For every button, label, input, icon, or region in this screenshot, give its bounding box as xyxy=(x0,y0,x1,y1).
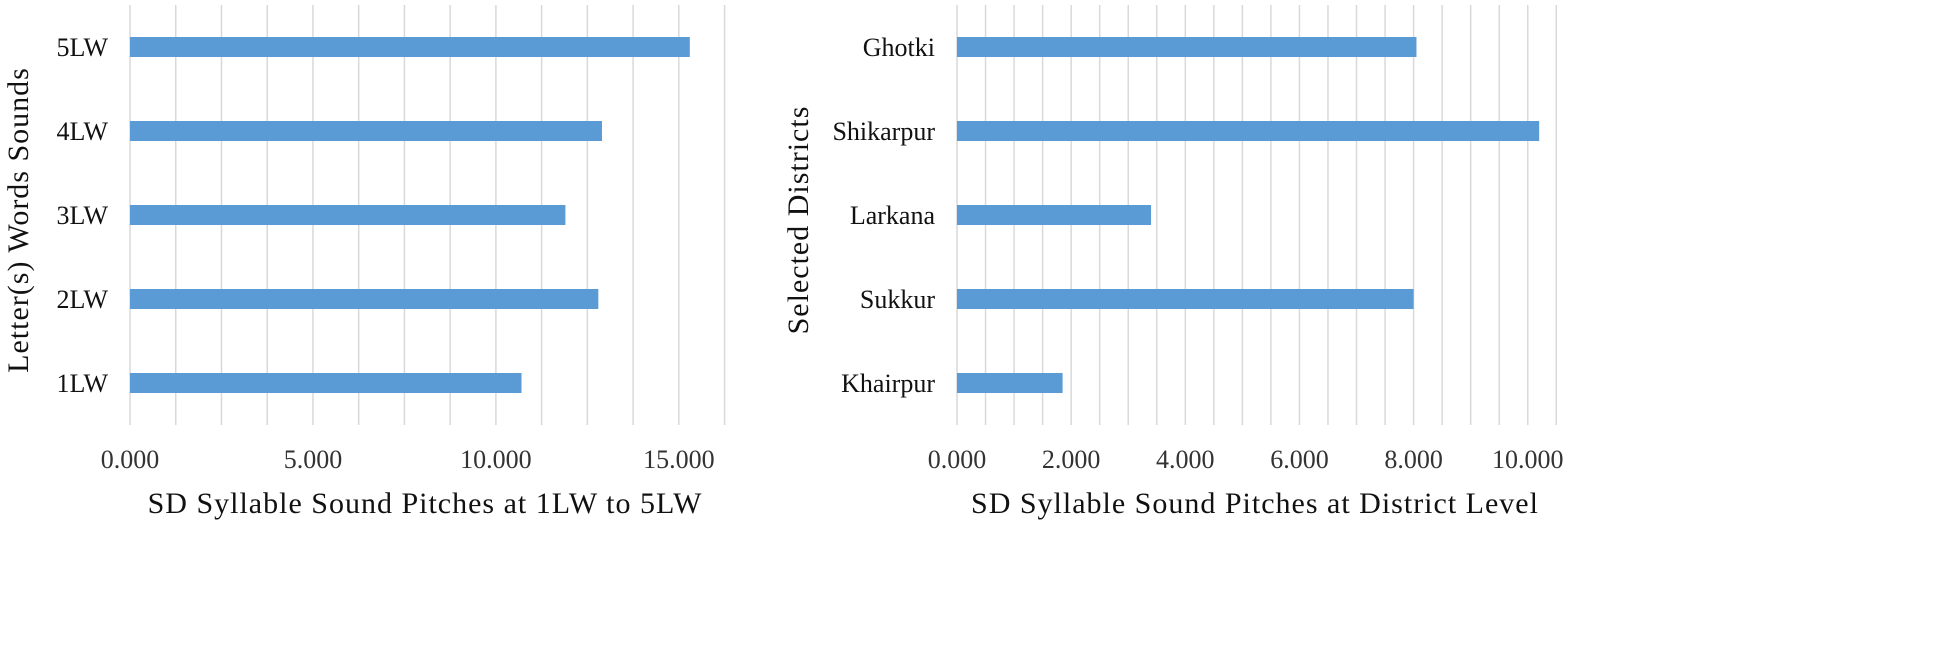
x-axis-title: SD Syllable Sound Pitches at 1LW to 5LW xyxy=(148,487,703,520)
bar-khairpur xyxy=(957,373,1063,393)
x-tick-label: 4.000 xyxy=(1156,445,1215,474)
x-tick-label: 6.000 xyxy=(1270,445,1329,474)
bar-5lw xyxy=(130,37,690,57)
category-label: Larkana xyxy=(850,201,936,230)
category-label: 1LW xyxy=(57,369,109,398)
chart-districts: Khairpur Sukkur Larkana Shikarpur Ghotki 0.0… xyxy=(782,5,1564,520)
x-tick-label: 10.000 xyxy=(1492,445,1564,474)
category-label: Sukkur xyxy=(860,285,935,314)
x-tick-label: 2.000 xyxy=(1042,445,1101,474)
bar-ghotki xyxy=(957,37,1417,57)
y-axis-title: Selected Districts xyxy=(782,106,815,335)
category-label: 2LW xyxy=(57,285,109,314)
category-label: 3LW xyxy=(57,201,109,230)
x-tick-label: 0.000 xyxy=(928,445,987,474)
category-label: Ghotki xyxy=(863,33,935,62)
chart-letter-words: 1LW 2LW 3LW 4LW 5LW 0.000 5.000 10.000 15.000 S… xyxy=(2,5,726,520)
bar-larkana xyxy=(957,205,1152,225)
x-tick-label: 8.000 xyxy=(1384,445,1443,474)
category-label: 4LW xyxy=(57,117,109,146)
category-label: 5LW xyxy=(57,33,109,62)
bar-3lw xyxy=(130,205,566,225)
x-tick-label: 0.000 xyxy=(101,445,160,474)
x-tick-label: 15.000 xyxy=(643,445,715,474)
bar-1lw xyxy=(130,373,522,393)
x-axis-title: SD Syllable Sound Pitches at District Le… xyxy=(971,487,1539,520)
x-tick-label: 10.000 xyxy=(460,445,532,474)
bar-2lw xyxy=(130,289,599,309)
bar-shikarpur xyxy=(957,121,1540,141)
bar-4lw xyxy=(130,121,602,141)
bar-sukkur xyxy=(957,289,1414,309)
x-tick-label: 5.000 xyxy=(284,445,343,474)
category-label: Khairpur xyxy=(841,369,935,398)
y-axis-title: Letter(s) Words Sounds xyxy=(2,67,35,373)
category-label: Shikarpur xyxy=(832,117,935,146)
